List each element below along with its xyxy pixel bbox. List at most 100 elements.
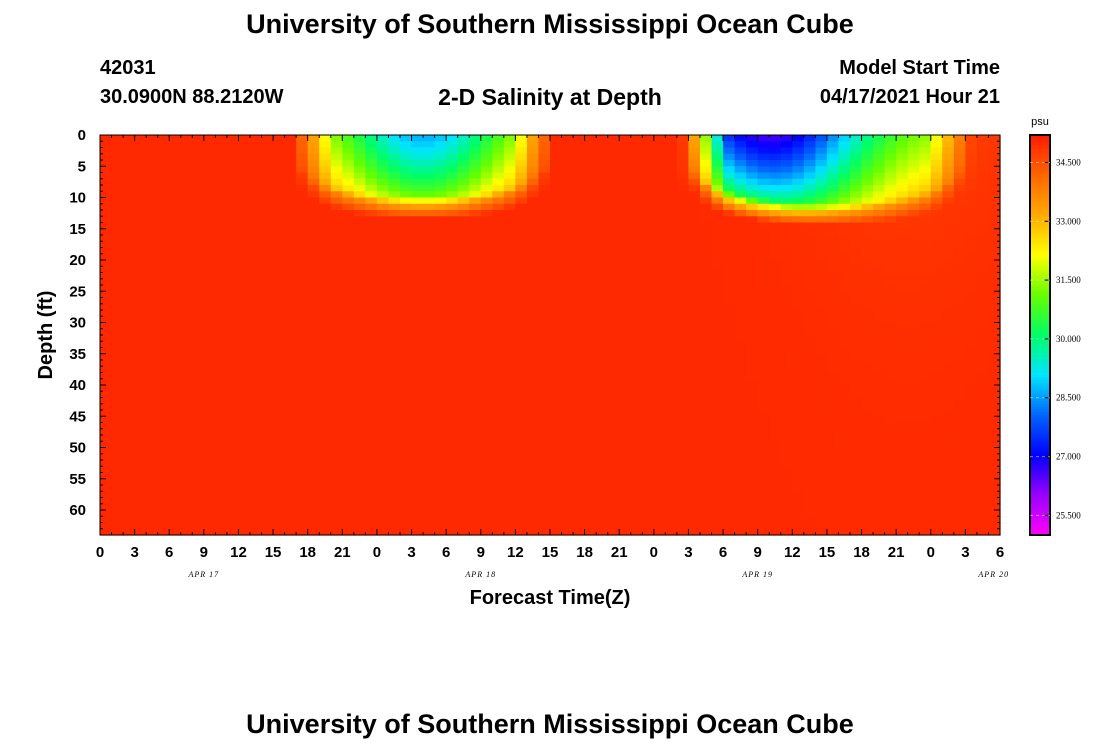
heatmap-cell [619, 166, 632, 174]
heatmap-cell [169, 303, 182, 311]
heatmap-cell [330, 235, 343, 242]
heatmap-cell [284, 278, 297, 286]
heatmap-cell [642, 135, 655, 142]
heatmap-cell [734, 278, 747, 286]
heatmap-cell [607, 397, 620, 405]
heatmap-cell [503, 528, 516, 536]
heatmap-cell [826, 485, 840, 492]
heatmap-cell [273, 160, 286, 167]
heatmap-cell [480, 503, 493, 511]
heatmap-cell [850, 235, 863, 242]
heatmap-cell [215, 172, 228, 180]
heatmap-cell [988, 303, 1001, 311]
heatmap-cell [411, 410, 424, 417]
heatmap-cell [250, 435, 263, 442]
heatmap-cell [757, 260, 770, 267]
heatmap-cell [515, 403, 528, 411]
heatmap-cell [988, 278, 1001, 286]
heatmap-cell [446, 210, 459, 217]
heatmap-cell [388, 178, 401, 186]
heatmap-cell [734, 178, 747, 186]
heatmap-cell [953, 466, 966, 474]
heatmap-cell [515, 460, 528, 467]
heatmap-cell [573, 191, 586, 199]
heatmap-cell [688, 322, 701, 330]
heatmap-cell [746, 278, 759, 286]
heatmap-cell [388, 335, 401, 342]
heatmap-cell [826, 185, 840, 192]
heatmap-cell [861, 222, 874, 230]
heatmap-cell [746, 272, 759, 280]
heatmap-cell [769, 272, 782, 280]
heatmap-cell [607, 272, 620, 280]
heatmap-cell [434, 410, 447, 417]
heatmap-cell [988, 528, 1001, 536]
heatmap-cell [353, 422, 366, 430]
heatmap-cell [757, 328, 770, 336]
heatmap-cell [688, 178, 701, 186]
heatmap-cell [561, 385, 574, 392]
heatmap-cell [134, 141, 147, 149]
heatmap-cell [423, 297, 436, 305]
heatmap-cell [907, 328, 920, 336]
heatmap-cell [353, 303, 366, 311]
heatmap-cell [169, 203, 182, 211]
heatmap-cell [561, 185, 574, 192]
heatmap-cell [480, 297, 493, 305]
heatmap-cell [457, 266, 470, 274]
heatmap-cell [365, 397, 378, 405]
heatmap-cell [146, 185, 159, 192]
heatmap-cell [307, 403, 320, 411]
heatmap-cell [250, 160, 263, 167]
heatmap-cell [642, 253, 655, 261]
heatmap-cell [226, 266, 240, 274]
heatmap-cell [157, 203, 170, 211]
heatmap-cell [873, 172, 886, 180]
heatmap-cell [411, 278, 424, 286]
heatmap-cell [607, 485, 620, 492]
heatmap-cell [411, 297, 424, 305]
heatmap-cell [215, 503, 228, 511]
heatmap-cell [561, 441, 574, 449]
heatmap-cell [226, 328, 240, 336]
heatmap-cell [400, 147, 413, 155]
heatmap-cell [803, 528, 816, 536]
heatmap-cell [273, 353, 286, 361]
heatmap-cell [676, 322, 690, 330]
heatmap-cell [169, 453, 182, 461]
heatmap-cell [815, 272, 828, 280]
heatmap-cell [400, 453, 413, 461]
heatmap-cell [169, 366, 182, 374]
heatmap-cell [884, 278, 897, 286]
heatmap-cell [307, 428, 320, 436]
heatmap-cell [250, 191, 263, 199]
heatmap-cell [203, 447, 216, 455]
heatmap-cell [307, 216, 320, 224]
heatmap-cell [550, 228, 563, 236]
heatmap-cell [273, 141, 286, 149]
heatmap-cell [100, 153, 113, 161]
heatmap-cell [111, 153, 124, 161]
heatmap-cell [630, 228, 643, 236]
heatmap-cell [100, 197, 113, 205]
heatmap-cell [884, 172, 897, 180]
heatmap-cell [780, 453, 793, 461]
heatmap-cell [803, 503, 816, 511]
heatmap-cell [653, 228, 666, 236]
heatmap-cell [192, 310, 205, 317]
heatmap-cell [250, 322, 263, 330]
heatmap-cell [261, 416, 274, 424]
heatmap-cell [803, 310, 816, 317]
heatmap-cell [803, 316, 816, 324]
heatmap-cell [769, 166, 782, 174]
heatmap-cell [861, 378, 874, 386]
heatmap-cell [734, 185, 747, 192]
heatmap-cell [273, 153, 286, 161]
heatmap-cell [838, 197, 851, 205]
heatmap-cell [353, 241, 366, 249]
heatmap-cell [919, 478, 932, 486]
heatmap-cell [607, 460, 620, 467]
heatmap-cell [630, 510, 643, 517]
heatmap-cell [711, 160, 724, 167]
heatmap-cell [619, 528, 632, 536]
